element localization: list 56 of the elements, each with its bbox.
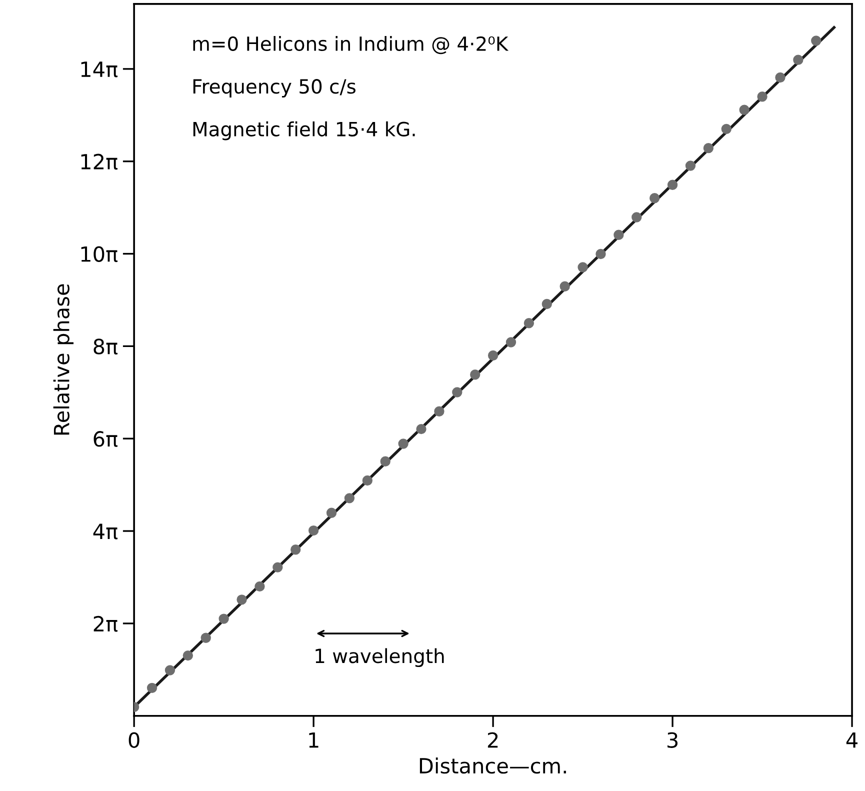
point: [703, 143, 714, 154]
point: [793, 54, 804, 65]
x-axis-title: Distance—cm.: [420, 758, 566, 774]
point: [272, 562, 283, 572]
y-tick-label: 8π: [94, 338, 118, 354]
point: [775, 72, 786, 83]
annotation: Magnetic field 15·4 kG.: [193, 121, 415, 140]
point: [811, 36, 822, 46]
point: [218, 614, 229, 624]
point: [560, 281, 570, 292]
point: [344, 493, 355, 504]
point: [685, 160, 696, 171]
y-tick-label: 10π: [81, 246, 118, 262]
point: [200, 632, 211, 643]
point: [236, 594, 247, 605]
point: [650, 193, 660, 204]
x-tick-label: 2: [488, 732, 498, 748]
annotation: Frequency 50 c/s: [193, 79, 356, 98]
x-tick-label: 4: [846, 732, 858, 748]
point: [721, 124, 732, 134]
point: [164, 665, 176, 676]
x-tick-label: 1: [309, 732, 318, 748]
point: [632, 212, 642, 222]
point: [380, 456, 390, 466]
point: [488, 350, 498, 361]
point: [542, 298, 552, 310]
x-tick-label: 3: [668, 732, 678, 748]
y-tick-label: 4π: [93, 524, 118, 540]
point: [757, 92, 768, 102]
point: [362, 475, 372, 486]
y-tick-label: 12π: [81, 154, 118, 170]
point: [398, 438, 408, 449]
y-axis-title: Relative phase: [53, 284, 74, 435]
point: [326, 508, 337, 518]
x-tick-label: 0: [128, 732, 140, 748]
point: [308, 525, 319, 536]
point: [416, 424, 426, 434]
point: [146, 682, 158, 693]
point: [578, 262, 588, 272]
point: [290, 544, 301, 555]
y-tick-label: 14π: [81, 62, 118, 78]
point: [506, 337, 516, 348]
annotation: 1 wavelength: [316, 648, 444, 668]
point: [596, 248, 606, 260]
point: [667, 180, 678, 190]
point: [739, 104, 750, 115]
annotation: m=0 Helicons in Indium @ 4·2⁰K: [193, 36, 509, 54]
y-tick-label: 6π: [94, 431, 118, 447]
point: [254, 581, 265, 592]
point: [524, 318, 534, 328]
point: [452, 387, 462, 398]
point: [182, 650, 194, 661]
point: [434, 406, 444, 416]
y-tick-label: 2π: [94, 616, 118, 632]
point: [470, 370, 480, 380]
point: [614, 230, 624, 240]
